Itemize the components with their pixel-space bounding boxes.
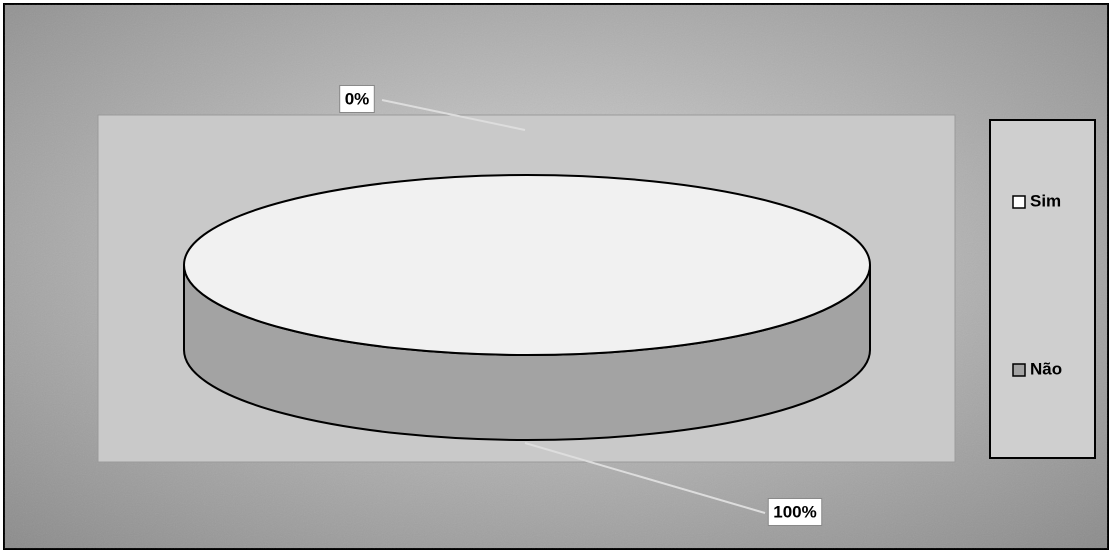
leader-line <box>524 442 766 514</box>
legend-label: Sim <box>1030 191 1061 210</box>
value-label: 100% <box>773 502 816 521</box>
slice-top <box>182 174 872 356</box>
value-label-box <box>339 84 375 113</box>
value-label-box <box>767 497 823 526</box>
leader-line <box>381 99 526 131</box>
legend-box <box>989 119 1096 459</box>
legend: Sim Não <box>1012 191 1062 378</box>
pie <box>182 174 872 441</box>
legend-swatch <box>1012 363 1026 377</box>
legend-label: Não <box>1030 359 1062 378</box>
value-label: 0% <box>345 89 370 108</box>
labels: 0% 100% <box>339 84 823 526</box>
legend-swatch <box>1012 195 1026 209</box>
